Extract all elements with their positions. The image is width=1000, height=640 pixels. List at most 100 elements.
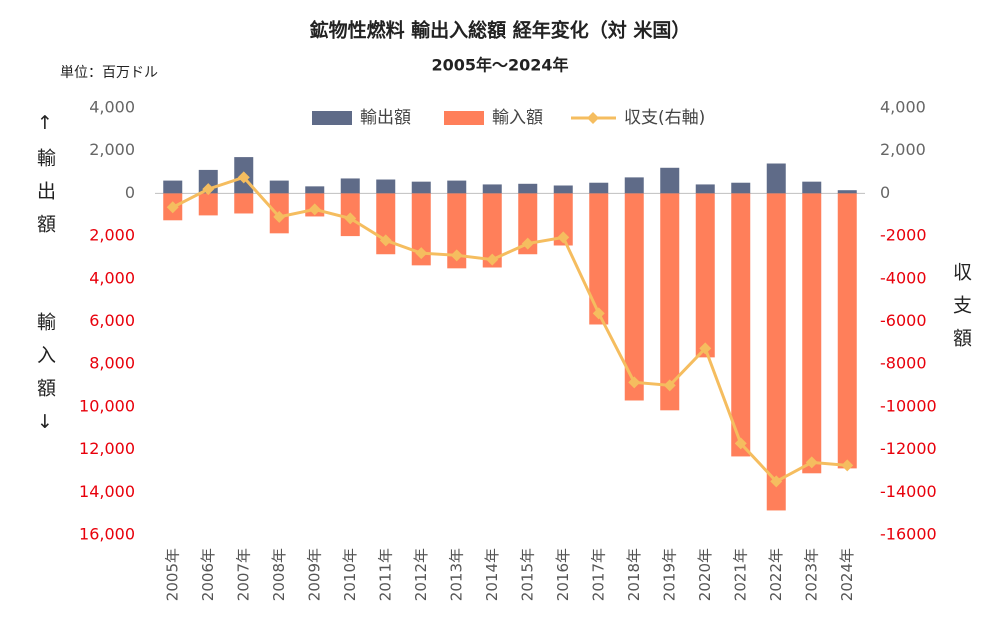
x-tick-label: 2022年 (767, 548, 785, 601)
y2-tick-label: 0 (880, 183, 890, 202)
y-tick-label: 4,000 (89, 98, 135, 117)
balance-marker (521, 237, 534, 250)
bar (624, 193, 644, 401)
x-tick-label: 2011年 (376, 548, 394, 601)
y2-tick-label: 4,000 (880, 98, 926, 117)
balance-marker (699, 342, 712, 355)
y-tick-label: 2,000 (89, 226, 135, 245)
y2-tick-label: -8000 (880, 354, 927, 373)
bar (482, 193, 502, 268)
bar (802, 181, 822, 194)
y-tick-label: 6,000 (89, 311, 135, 330)
x-tick-label: 2020年 (696, 548, 714, 601)
bar (660, 167, 680, 194)
bar (411, 181, 431, 194)
bar (553, 193, 573, 246)
bar (411, 193, 431, 266)
x-tick-label: 2015年 (518, 548, 536, 601)
balance-line (172, 175, 848, 484)
x-tick-label: 2021年 (731, 548, 749, 601)
balance-marker (344, 212, 357, 225)
y2-tick-label: -2000 (880, 226, 927, 245)
balance-marker (308, 203, 321, 216)
y2-tick-label: -14000 (880, 482, 937, 501)
y-tick-label: 12,000 (79, 439, 135, 458)
y2-tick-label: -16000 (880, 525, 937, 544)
bar (837, 190, 857, 194)
x-tick-label: 2012年 (412, 548, 430, 601)
y2-tick-label: -4000 (880, 268, 927, 287)
y-axis-label-top: ↑輸出額 (34, 112, 56, 247)
bar (518, 193, 538, 255)
balance-marker (592, 307, 605, 320)
x-tick-label: 2019年 (660, 548, 678, 601)
chart-subtitle: 2005年～2024年 (431, 56, 568, 75)
x-tick-label: 2013年 (447, 548, 465, 601)
legend-label: 輸入額 (492, 108, 543, 128)
x-tick-label: 2024年 (838, 548, 856, 601)
x-tick-label: 2014年 (483, 548, 501, 601)
x-tick-label: 2005年 (163, 548, 181, 601)
x-tick-label: 2018年 (625, 548, 643, 601)
x-tick-label: 2023年 (802, 548, 820, 601)
bar (340, 178, 360, 194)
bar (269, 180, 289, 194)
bar (766, 163, 786, 194)
y2-tick-label: 2,000 (880, 140, 926, 159)
balance-marker (273, 210, 286, 223)
bar (837, 193, 857, 469)
bar (163, 180, 183, 194)
bar (198, 193, 218, 216)
y-axis-label-bottom: 輸入額↓ (34, 312, 56, 447)
x-tick-label: 2009年 (305, 548, 323, 601)
bar (234, 193, 254, 214)
x-tick-label: 2010年 (341, 548, 359, 601)
legend-swatch (444, 111, 484, 125)
balance-marker (450, 249, 463, 262)
balance-marker (166, 201, 179, 214)
balance-marker (841, 459, 854, 472)
y-tick-label: 2,000 (89, 140, 135, 159)
chart-title: 鉱物性燃料 輸出入総額 経年変化（対 米国） (310, 19, 691, 42)
y-tick-label: 10,000 (79, 396, 135, 415)
balance-marker (202, 183, 215, 196)
bar (553, 185, 573, 194)
y2-tick-label: -6000 (880, 311, 927, 330)
legend-label: 輸出額 (360, 108, 411, 128)
bar (518, 183, 538, 194)
bar (731, 193, 751, 457)
balance-marker (805, 456, 818, 469)
y2-tick-label: -12000 (880, 439, 937, 458)
balance-marker (628, 376, 641, 389)
bar (376, 179, 396, 194)
x-tick-label: 2008年 (270, 548, 288, 601)
y-tick-label: 0 (125, 183, 135, 202)
x-tick-label: 2007年 (234, 548, 252, 601)
legend-label: 収支(右軸) (624, 108, 705, 128)
balance-marker (415, 247, 428, 260)
bar (624, 177, 644, 194)
x-tick-label: 2006年 (199, 548, 217, 601)
bar (731, 182, 751, 194)
bar (589, 193, 609, 325)
unit-note: 単位：百万ドル (60, 65, 158, 81)
bar (695, 193, 715, 358)
balance-marker (486, 253, 499, 266)
legend-swatch (312, 111, 352, 125)
y-tick-label: 4,000 (89, 268, 135, 287)
bar (589, 182, 609, 194)
legend-marker (587, 112, 599, 124)
balance-marker (663, 379, 676, 392)
x-tick-label: 2016年 (554, 548, 572, 601)
bar (766, 193, 786, 511)
balance-marker (557, 231, 570, 244)
bar (660, 193, 680, 411)
balance-marker (379, 234, 392, 247)
bar (695, 184, 715, 194)
y-tick-label: 8,000 (89, 354, 135, 373)
x-tick-label: 2017年 (589, 548, 607, 601)
bar (305, 186, 325, 194)
bar (447, 193, 467, 269)
